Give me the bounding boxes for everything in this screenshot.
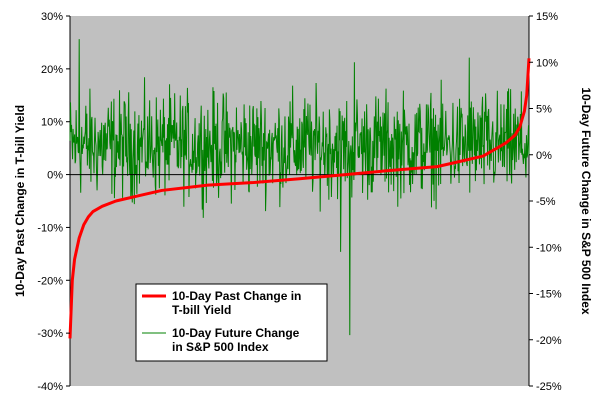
legend: 10-Day Past Change in T-bill Yield 10-Da… [135,283,328,362]
right-axis-title: 10-Day Future Change in S&P 500 Index [579,87,593,315]
right-tick-label: -15% [536,289,562,301]
right-tick-label: 5% [536,104,552,116]
series-line-sp500 [69,39,530,336]
left-tick-label: 30% [41,11,63,23]
right-tick-label: -20% [536,335,562,347]
left-axis-ticks: 30% 20% 10% 0% -10% -20% -30% -40% [37,11,70,393]
left-tick-label: -40% [37,381,63,393]
series-line-tbill [68,58,531,339]
left-tick-label: 20% [41,64,63,76]
series-future-change-sp500 [69,39,530,336]
legend-box [135,283,328,362]
right-tick-label: 15% [536,11,558,23]
left-axis-title: 10-Day Past Change in T-bill Yield [13,105,27,297]
legend-label-sp500-line1: 10-Day Future Change [172,326,300,340]
right-tick-label: -10% [536,242,562,254]
left-tick-label: 10% [41,117,63,129]
right-tick-label: -25% [536,381,562,393]
left-tick-label: -30% [37,328,63,340]
legend-label-sp500-line2: in S&P 500 Index [172,340,269,354]
right-axis-ticks: 15% 10% 5% 0% -5% -10% -15% -20% -25% [529,11,562,393]
series-past-change-tbill [68,58,531,339]
legend-label-tbill-line2: T-bill Yield [172,303,231,317]
right-tick-label: -5% [536,196,556,208]
legend-label-tbill-line1: 10-Day Past Change in [172,289,301,303]
right-tick-label: 10% [536,57,558,69]
left-tick-label: -10% [37,222,63,234]
left-tick-label: 0% [47,170,63,182]
right-tick-label: 0% [536,150,552,162]
left-tick-label: -20% [37,275,63,287]
